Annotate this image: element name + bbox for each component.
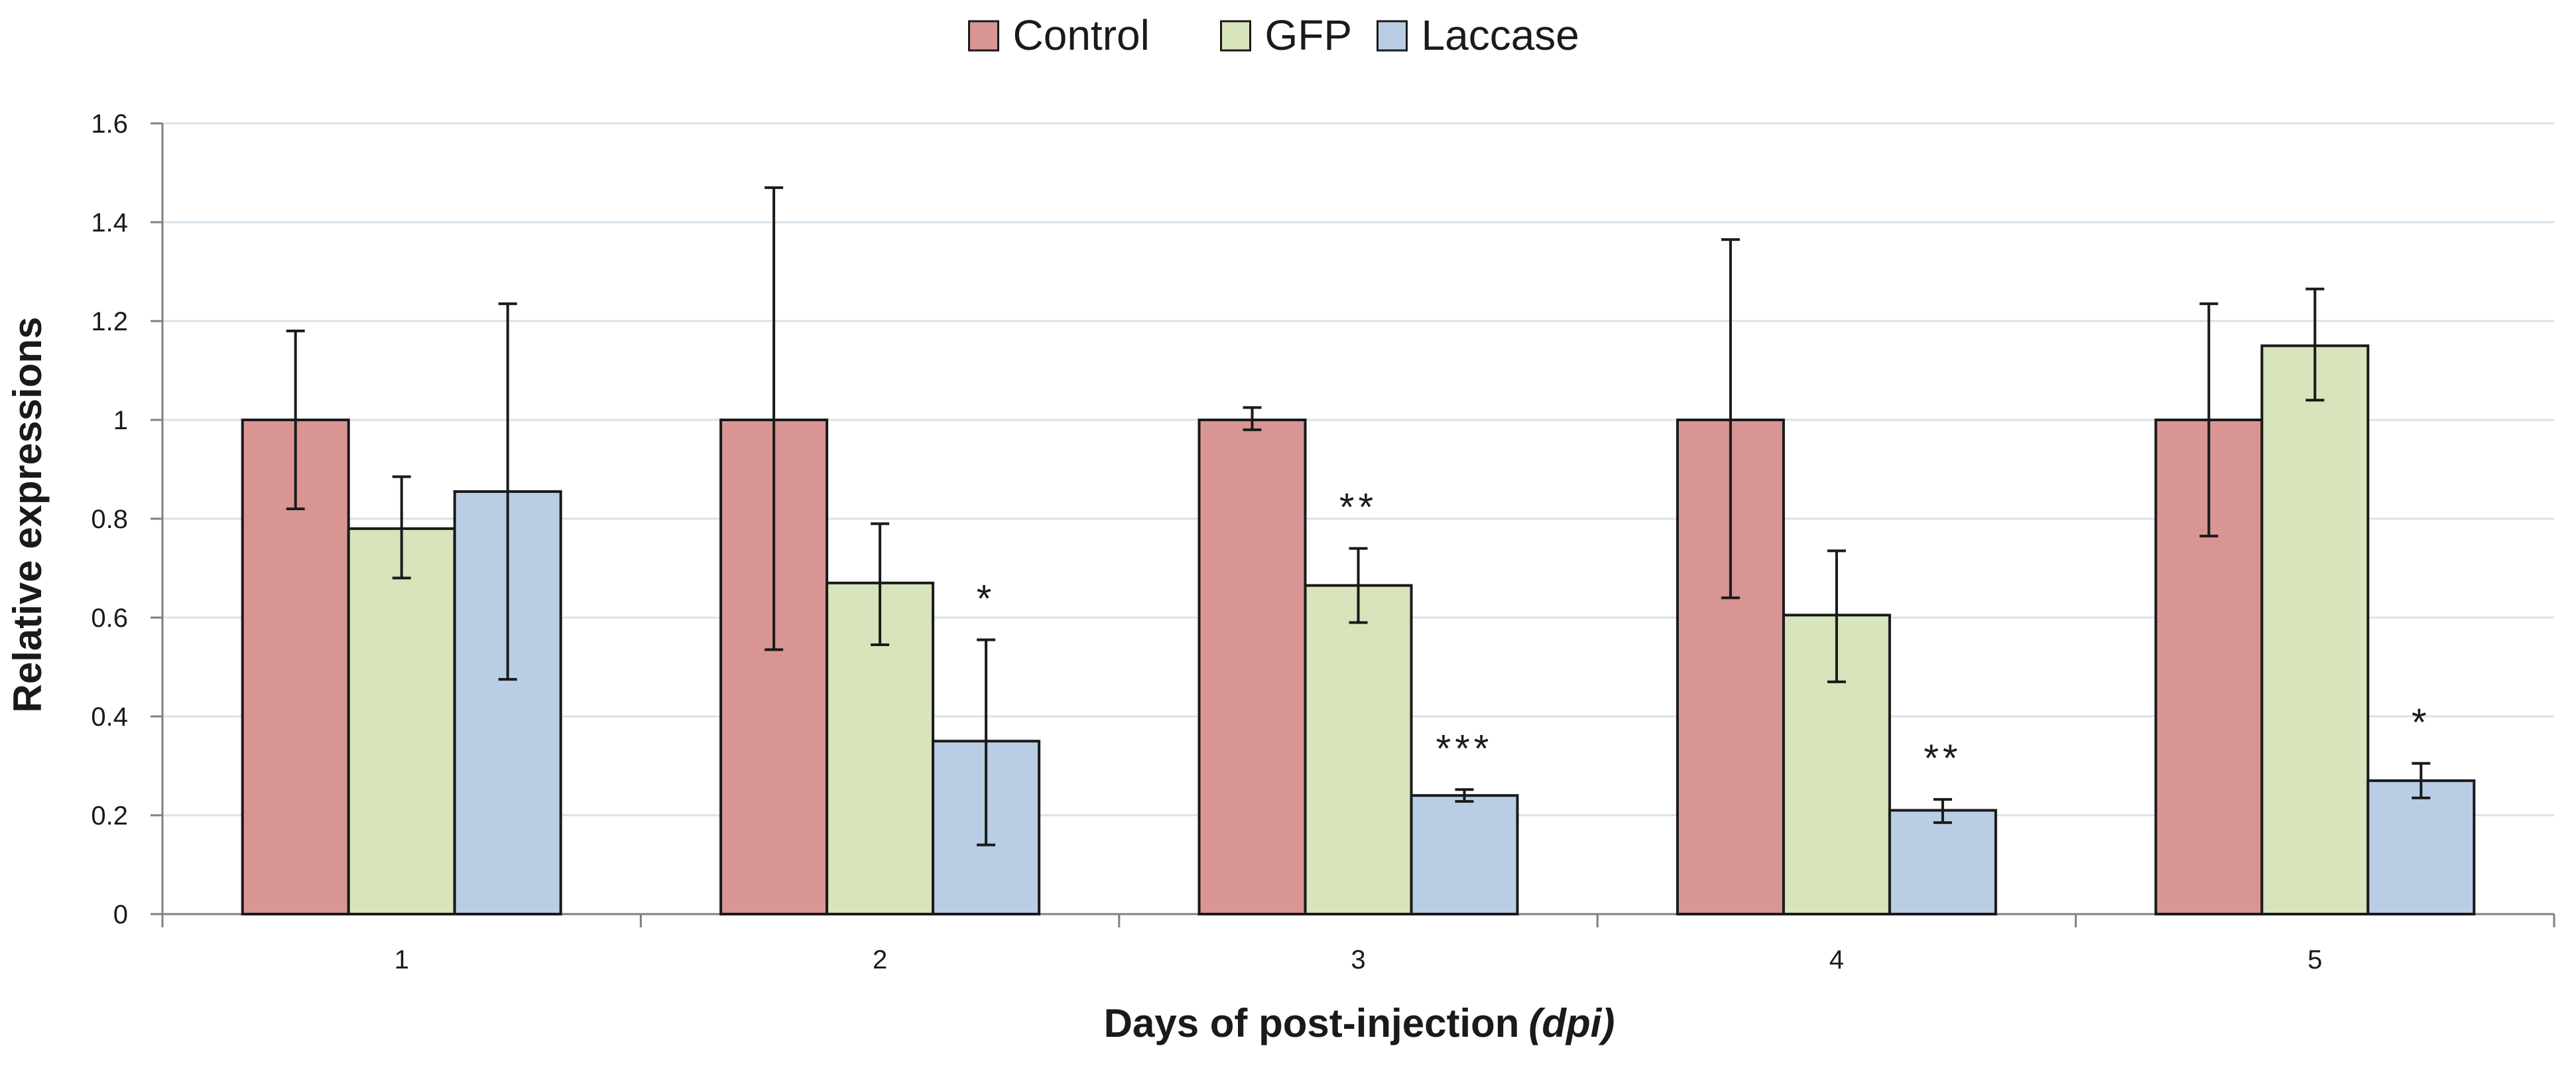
x-tick-label: 3 bbox=[1351, 945, 1365, 974]
legend-label: GFP bbox=[1265, 11, 1353, 59]
x-tick-label: 1 bbox=[395, 945, 409, 974]
bar-gfp bbox=[347, 527, 456, 915]
x-axis-title-main: Days of post-injection bbox=[1104, 1001, 1520, 1045]
y-tick-label: 1.2 bbox=[91, 307, 128, 336]
bar-laccase bbox=[2366, 779, 2476, 915]
x-tick-label: 5 bbox=[2307, 945, 2322, 974]
legend-label: Control bbox=[1013, 11, 1150, 59]
y-tick-label: 1.4 bbox=[91, 208, 128, 237]
y-tick-label: 0.6 bbox=[91, 604, 128, 633]
significance-marker: *** bbox=[1436, 727, 1493, 770]
legend-swatch bbox=[968, 20, 999, 52]
y-tick-label: 0.2 bbox=[91, 801, 128, 831]
bar-control bbox=[1197, 419, 1307, 915]
x-tick-label: 4 bbox=[1829, 945, 1844, 974]
y-tick-label: 0 bbox=[113, 900, 128, 929]
legend-swatch bbox=[1377, 20, 1408, 52]
significance-marker: * bbox=[977, 578, 996, 621]
legend-label: Laccase bbox=[1422, 11, 1579, 59]
x-tick-label: 2 bbox=[873, 945, 887, 974]
legend-item-gfp: GFP bbox=[1220, 11, 1353, 59]
y-tick-label: 0.8 bbox=[91, 505, 128, 534]
bar-laccase bbox=[1888, 809, 1997, 916]
y-axis-title: Relative expressions bbox=[5, 317, 50, 713]
legend-swatch bbox=[1220, 20, 1251, 52]
legend-item-control: Control bbox=[968, 11, 1150, 59]
bar-gfp bbox=[1304, 584, 1413, 915]
y-tick-label: 1.6 bbox=[91, 109, 128, 139]
significance-markers: ****** *** bbox=[977, 486, 2431, 780]
significance-marker: * bbox=[2412, 701, 2431, 744]
bar-gfp bbox=[2260, 344, 2370, 915]
y-tick-label: 0.4 bbox=[91, 702, 128, 732]
legend-item-laccase: Laccase bbox=[1377, 11, 1579, 59]
legend: Control GFP Laccase bbox=[968, 11, 1579, 59]
error-bars bbox=[286, 186, 2431, 846]
x-axis-title-unit: (dpi) bbox=[1528, 1001, 1615, 1045]
significance-marker: ** bbox=[1924, 737, 1961, 780]
significance-marker: ** bbox=[1339, 486, 1377, 529]
y-tick-label: 1 bbox=[113, 406, 128, 435]
x-axis-title: Days of post-injection (dpi) bbox=[1104, 1001, 1615, 1045]
bar-laccase bbox=[1410, 794, 1519, 915]
bars bbox=[241, 344, 2476, 916]
